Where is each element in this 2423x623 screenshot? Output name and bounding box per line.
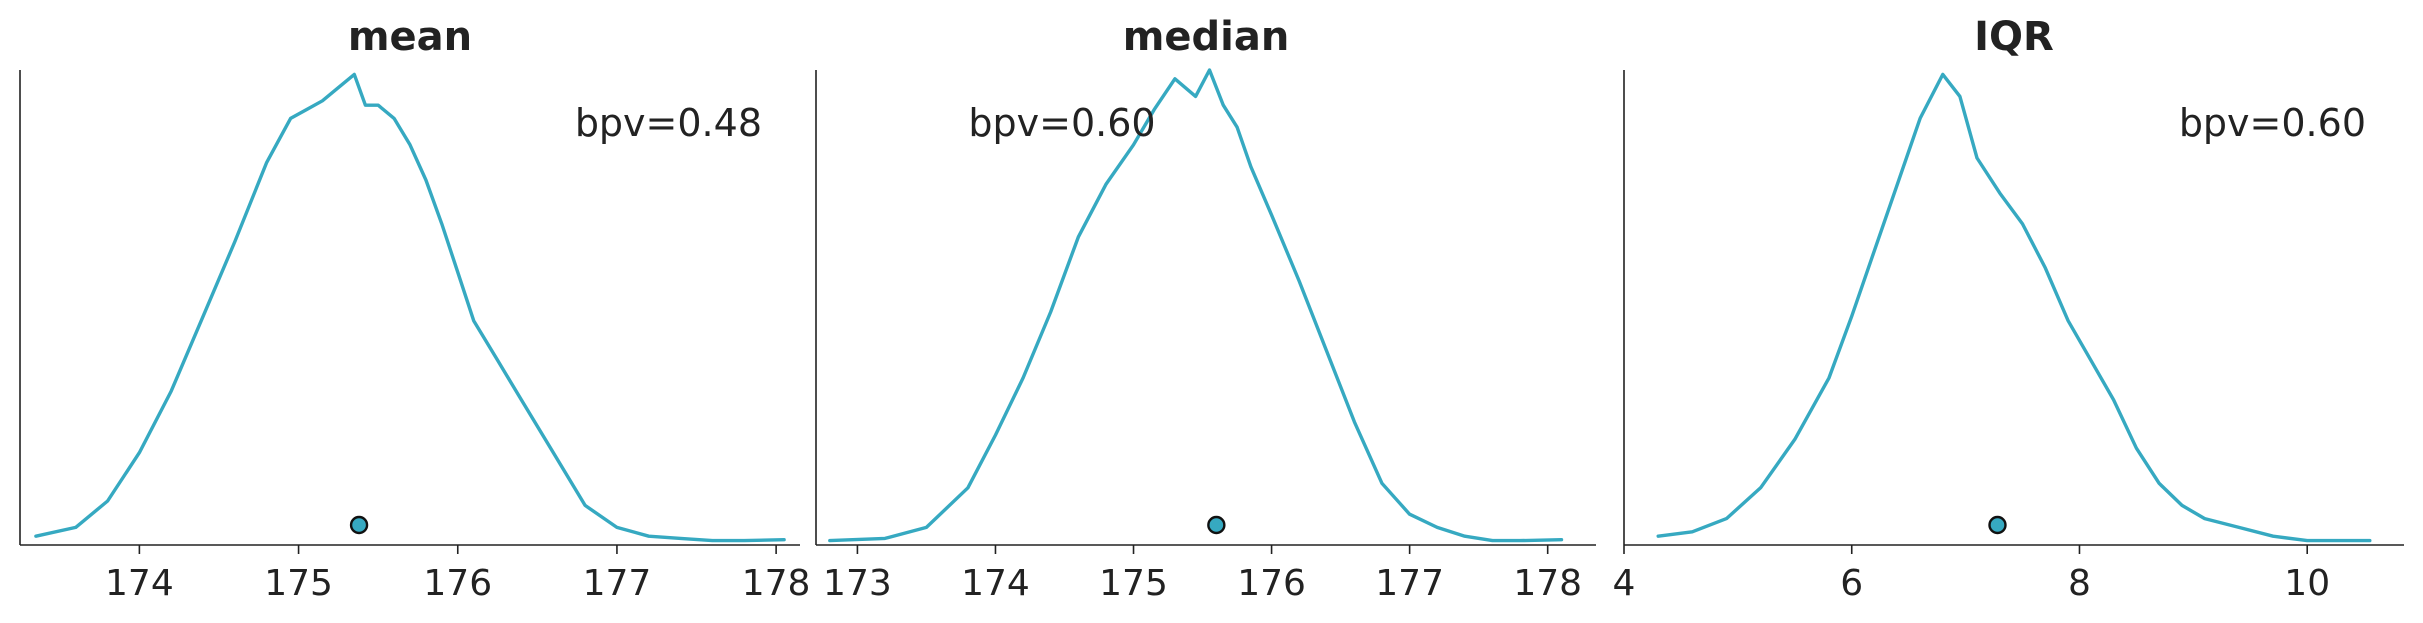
x-tick-label: 176	[423, 563, 492, 604]
kde-line	[828, 68, 1564, 543]
x-tick-label: 177	[1375, 563, 1444, 604]
x-tick-label: 178	[742, 563, 811, 604]
kde-line	[34, 72, 786, 543]
x-tick-label: 178	[1513, 563, 1582, 604]
x-tick-label: 177	[583, 563, 652, 604]
x-tick-label: 174	[105, 563, 174, 604]
observed-statistic-marker	[349, 515, 369, 535]
x-tick-label: 4	[1613, 563, 1636, 604]
bpv-annotation: bpv=0.60	[2179, 101, 2366, 145]
panel-median: median 173 174 175 176 177 178 bpv=0.60	[815, 14, 1596, 604]
bpv-annotation: bpv=0.48	[575, 101, 762, 145]
observed-statistic-marker	[1988, 515, 2007, 535]
x-tick-label: 174	[961, 563, 1030, 604]
kde-line	[1656, 72, 2372, 543]
panel-title: IQR	[1974, 14, 2054, 60]
bpv-annotation: bpv=0.60	[968, 101, 1155, 145]
x-tick-label: 173	[823, 563, 892, 604]
panel-iqr: IQR 4 6 8 10 bpv=0.60	[1613, 14, 2404, 604]
panel-mean: mean 174 175 176 177 178 bpv=0.48	[19, 14, 811, 604]
x-tick-label: 176	[1237, 563, 1306, 604]
x-tick-label: 10	[2284, 563, 2330, 604]
panel-title: mean	[348, 14, 472, 60]
panel-title: median	[1123, 14, 1290, 60]
x-tick-label: 8	[2068, 563, 2091, 604]
x-tick-label: 175	[1099, 563, 1168, 604]
observed-statistic-marker	[1207, 515, 1226, 535]
x-tick-label: 175	[264, 563, 333, 604]
x-tick-label: 6	[1840, 563, 1863, 604]
